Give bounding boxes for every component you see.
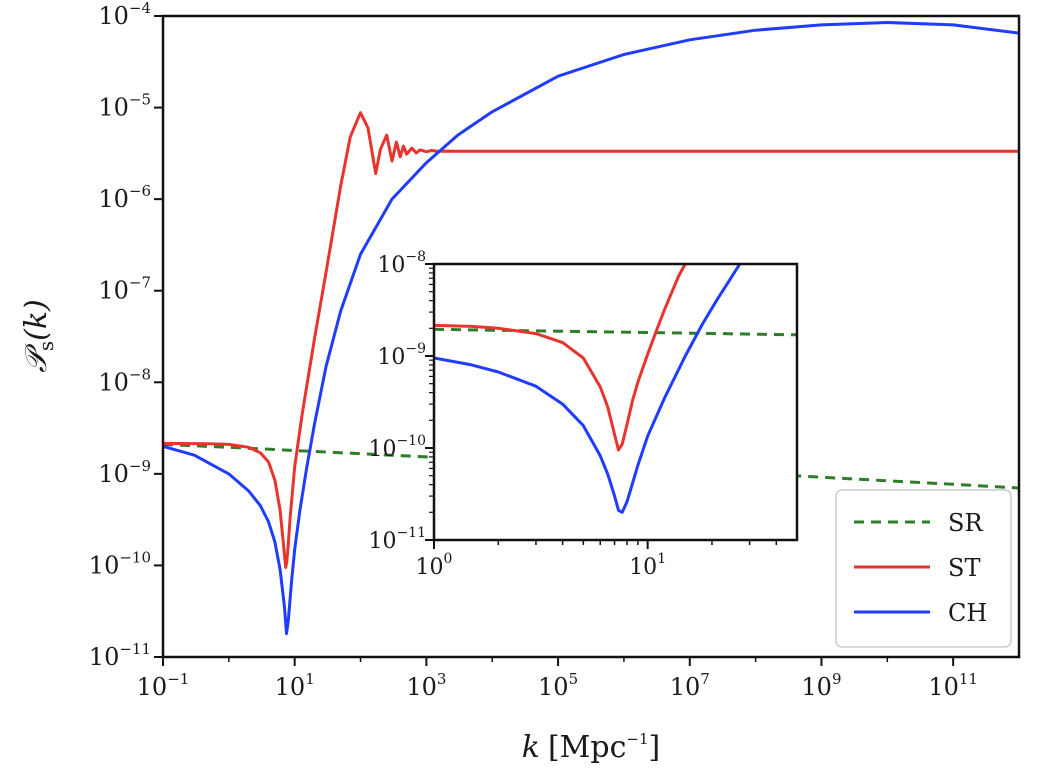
x-tick-label: 101 bbox=[275, 670, 315, 701]
x-tick-label: 1011 bbox=[928, 670, 978, 701]
y-tick-label: 10−11 bbox=[368, 525, 426, 554]
series-ch-line bbox=[434, 264, 742, 514]
x-tick-label: 100 bbox=[416, 551, 453, 580]
y-tick-label: 10−10 bbox=[89, 548, 151, 579]
y-tick-label: 10−10 bbox=[368, 433, 426, 462]
y-axis-label: 𝒫s(k) bbox=[19, 299, 58, 373]
y-tick-label: 10−4 bbox=[98, 0, 151, 30]
series-sr-line bbox=[434, 327, 797, 337]
series-st-line bbox=[163, 111, 1019, 569]
y-tick-label: 10−9 bbox=[98, 457, 151, 488]
main-plot-frame bbox=[161, 14, 1021, 659]
x-tick-label: 103 bbox=[406, 670, 446, 701]
x-tick-label: 107 bbox=[670, 670, 710, 701]
x-axis-label: k [Mpc−1] bbox=[522, 730, 660, 765]
y-tick-label: 10−5 bbox=[98, 91, 151, 122]
legend-label-sr: SR bbox=[948, 509, 983, 537]
y-tick-label: 10−7 bbox=[98, 274, 151, 305]
inset-series-group bbox=[434, 264, 797, 514]
x-tick-label: 101 bbox=[629, 551, 666, 580]
y-tick-label: 10−9 bbox=[377, 341, 426, 370]
inset-plot-frame bbox=[432, 262, 799, 542]
legend-label-st: ST bbox=[948, 554, 980, 582]
legend: SR ST CH bbox=[835, 489, 1012, 648]
x-tick-label: 109 bbox=[801, 670, 841, 701]
series-ch-line bbox=[163, 21, 1019, 636]
y-tick-label: 10−8 bbox=[377, 249, 426, 278]
y-tick-label: 10−6 bbox=[98, 182, 151, 213]
inset-tick-labels: 100 101 10−11 10−10 10−9 10−8 bbox=[368, 249, 666, 580]
main-tick-labels: 10−1 101 103 105 107 109 1011 10−11 10−10 10−9 10−… bbox=[89, 0, 978, 701]
main-plot: 10−1 101 103 105 107 109 1011 10−11 10−10 10−9 10−… bbox=[89, 0, 1021, 701]
legend-label-ch: CH bbox=[948, 599, 987, 627]
series-st-line bbox=[434, 264, 687, 452]
y-tick-label: 10−8 bbox=[98, 365, 151, 396]
y-tick-label: 10−11 bbox=[89, 640, 151, 671]
x-tick-label: 105 bbox=[538, 670, 578, 701]
x-tick-label: 10−1 bbox=[137, 670, 190, 701]
inset-plot: 100 101 10−11 10−10 10−9 10−8 bbox=[368, 249, 799, 580]
